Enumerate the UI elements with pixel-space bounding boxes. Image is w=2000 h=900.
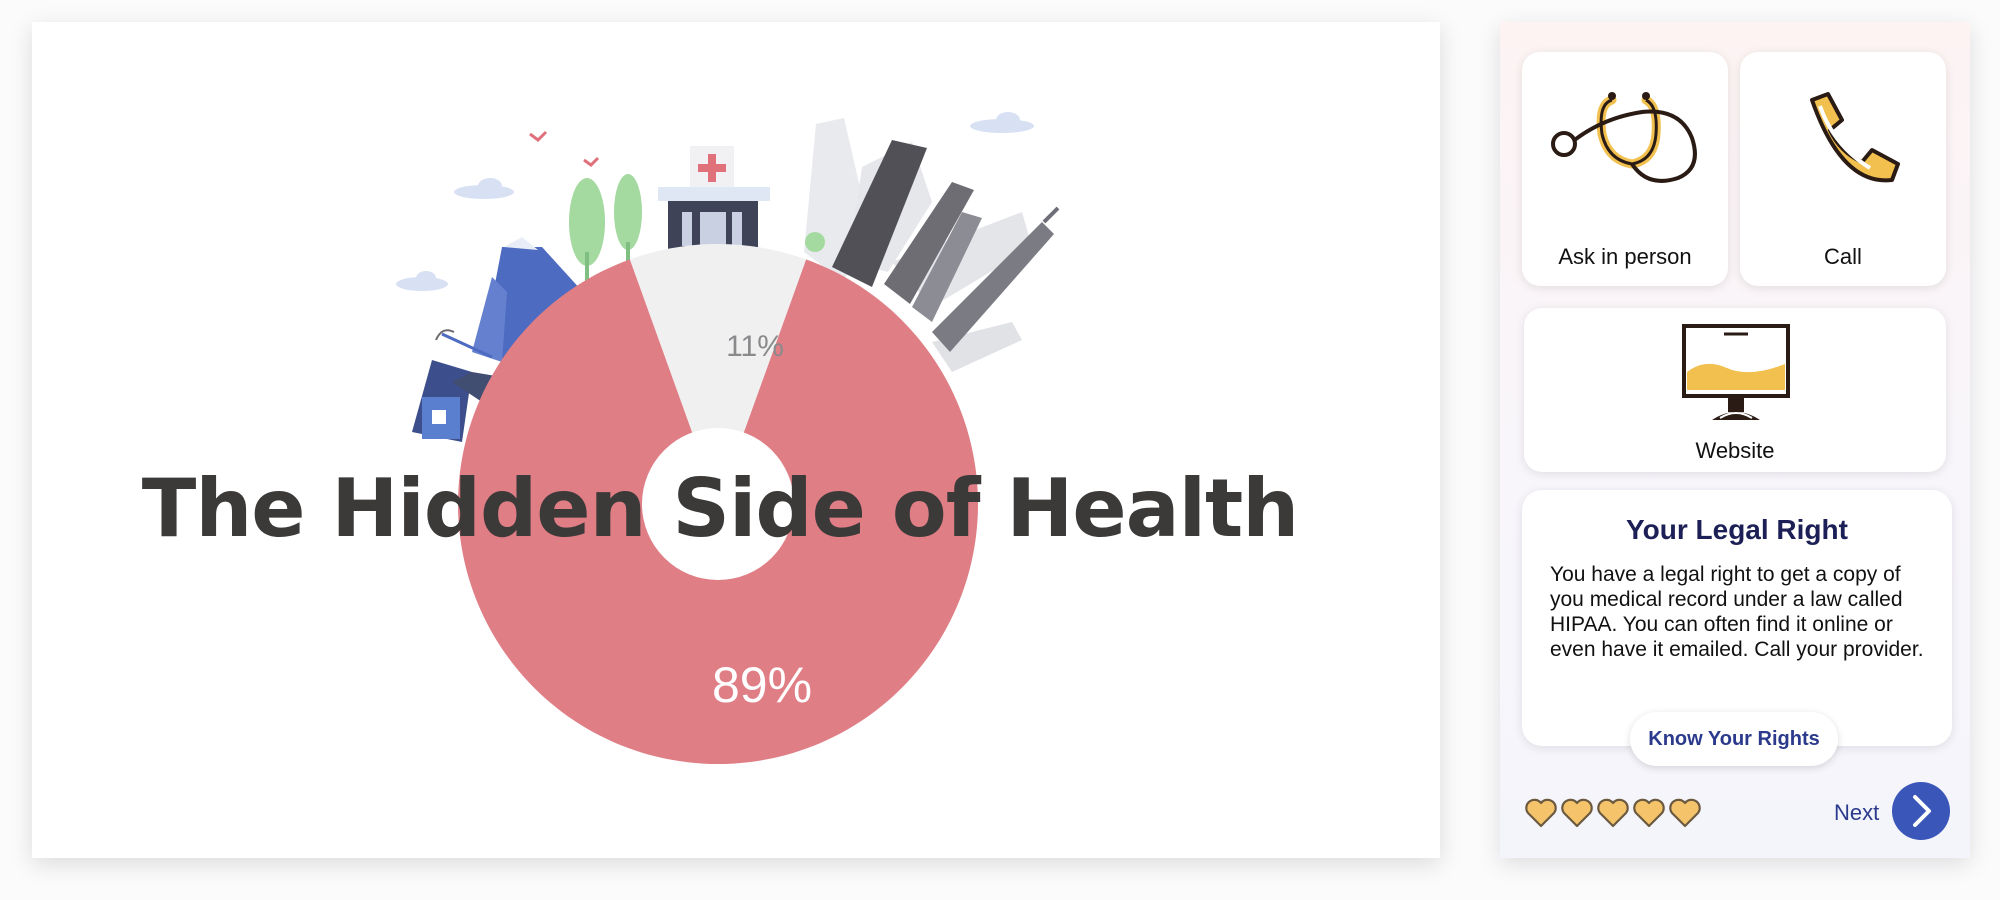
bird-icon xyxy=(529,130,600,167)
pie-slice-label-89: 89% xyxy=(711,657,813,713)
mountain-icon xyxy=(472,237,592,372)
heart-icon xyxy=(1597,798,1629,828)
stethoscope-icon xyxy=(1551,92,1697,183)
contact-options-panel: Ask in person Call Website Your Legal Ri… xyxy=(1500,22,1970,858)
pie-slice-11 xyxy=(629,244,807,505)
website-label: Website xyxy=(1695,438,1775,463)
tree-icon xyxy=(569,174,825,282)
hearts-rating xyxy=(1524,796,1702,830)
legal-right-text: You have a legal right to get a copy of … xyxy=(1550,563,1924,661)
ask-in-person-label: Ask in person xyxy=(1558,244,1692,269)
next-button[interactable] xyxy=(1892,782,1950,840)
heart-icon xyxy=(1669,798,1701,828)
next-label[interactable]: Next xyxy=(1834,800,1880,825)
call-label: Call xyxy=(1824,244,1862,269)
hospital-icon xyxy=(658,146,770,261)
chevron-right-icon xyxy=(1913,795,1931,827)
legal-right-title: Your Legal Right xyxy=(1626,514,1848,545)
legal-right-card: Your Legal Right You have a legal right … xyxy=(1522,490,1952,746)
phone-icon xyxy=(1810,92,1900,183)
heart-icon xyxy=(1525,798,1557,828)
heart-icon xyxy=(1561,798,1593,828)
ask-in-person-card[interactable]: Ask in person xyxy=(1522,52,1728,286)
cloud-icon xyxy=(396,112,1034,291)
page-title: The Hidden Side of Health xyxy=(141,462,1299,555)
hero-panel: 11% 89% xyxy=(32,22,1440,858)
donut-chart xyxy=(458,244,979,765)
website-card[interactable]: Website xyxy=(1524,308,1946,472)
house-icon xyxy=(412,329,502,447)
monitor-icon xyxy=(1682,324,1790,420)
call-card[interactable]: Call xyxy=(1740,52,1946,286)
heart-icon xyxy=(1633,798,1665,828)
pie-slice-label-11: 11% xyxy=(726,330,784,363)
know-your-rights-button[interactable]: Know Your Rights xyxy=(1630,712,1838,766)
hero-illustration xyxy=(396,112,1060,765)
